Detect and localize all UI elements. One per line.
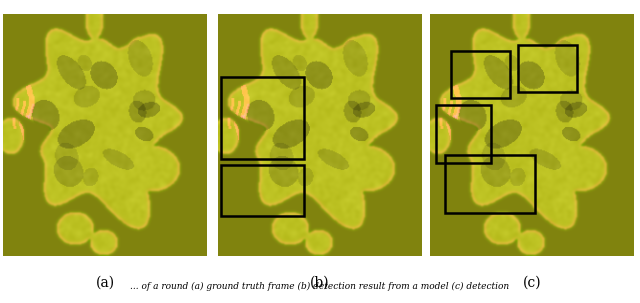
Bar (451, 51, 510, 98)
Bar (518, 45, 577, 92)
Bar (221, 77, 303, 159)
Text: (b): (b) (310, 276, 329, 290)
Text: (c): (c) (522, 276, 541, 290)
Text: (a): (a) (95, 276, 115, 290)
Bar (445, 155, 535, 213)
Text: ... of a round (a) ground truth frame (b) detection result from a model (c) dete: ... of a round (a) ground truth frame (b… (131, 282, 509, 291)
Bar (221, 165, 303, 216)
Bar (436, 105, 492, 163)
